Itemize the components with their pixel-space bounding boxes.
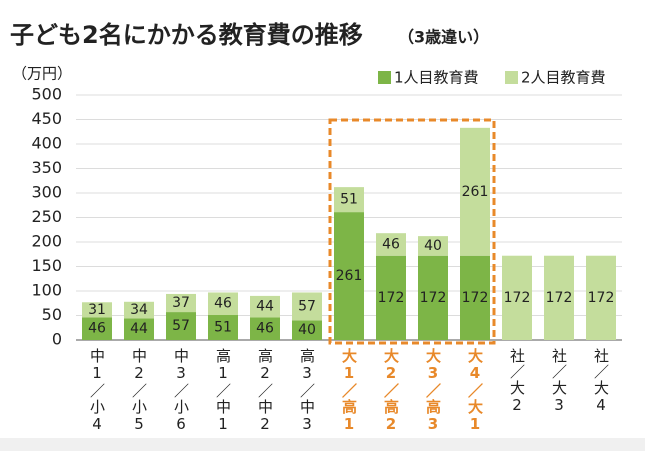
- x-tick-label cat: 高2／中2: [256, 348, 274, 434]
- bar-segment: [334, 212, 364, 340]
- value-label: 261: [336, 268, 363, 284]
- bar-segment: [334, 187, 364, 213]
- x-tick-label cat: 大4／大1: [466, 347, 484, 434]
- x-tick-label cat: 高3／中3: [298, 348, 316, 434]
- value-label: 261: [462, 184, 489, 200]
- chart-subtitle: （3歳違い）: [398, 28, 489, 47]
- bar-segment: [376, 233, 406, 256]
- y-tick-label: 200: [31, 232, 62, 251]
- y-tick-label: 300: [31, 183, 62, 202]
- y-tick-label: 100: [31, 281, 62, 300]
- y-axis-label: （万円）: [12, 65, 72, 83]
- x-tick-label cat: 社／大4: [592, 348, 610, 415]
- bar-segment: [124, 301, 154, 319]
- value-label: 51: [214, 320, 232, 336]
- bar-segment: [208, 292, 238, 316]
- y-tick-label: 350: [31, 158, 62, 177]
- y-tick-label: 250: [31, 207, 62, 226]
- bar-segment: [82, 302, 112, 318]
- value-label: 44: [256, 299, 274, 315]
- legend-label: 2人目教育費: [521, 69, 606, 87]
- bar-segment: [460, 127, 490, 256]
- value-label: 51: [340, 192, 358, 208]
- y-tick-label: 400: [31, 134, 62, 153]
- bar-segment: [292, 292, 322, 321]
- bar-segment: [544, 255, 574, 340]
- bar-segment: [418, 236, 448, 256]
- chart-title: 子ども2名にかかる教育費の推移: [10, 21, 363, 49]
- value-label: 172: [420, 290, 447, 306]
- y-tick-label: 50: [42, 305, 62, 324]
- bar-segment: [250, 317, 280, 340]
- x-tick-label cat: 社／大2: [508, 348, 526, 415]
- x-tick-label cat: 高1／中1: [214, 348, 232, 434]
- bottom-strip: [0, 438, 645, 451]
- value-label: 46: [88, 321, 106, 337]
- value-label: 34: [130, 302, 148, 318]
- value-label: 172: [588, 290, 615, 306]
- value-label: 57: [298, 298, 316, 314]
- x-tick-label cat: 中3／小6: [172, 348, 190, 434]
- bar-segment: [166, 293, 196, 313]
- x-tick-label cat: 大3／高3: [424, 347, 442, 434]
- y-tick-label: 150: [31, 256, 62, 275]
- bar-segment: [82, 317, 112, 340]
- bar-segment: [502, 255, 532, 340]
- value-label: 31: [88, 302, 106, 318]
- value-label: 44: [130, 321, 148, 337]
- value-label: 172: [378, 290, 405, 306]
- x-tick-label cat: 大2／高2: [382, 347, 400, 434]
- value-label: 57: [172, 318, 190, 334]
- y-tick-label: 0: [52, 330, 62, 349]
- x-tick-label cat: 中2／小5: [130, 348, 148, 434]
- legend-swatch: [378, 71, 391, 84]
- y-tick-label: 450: [31, 109, 62, 128]
- bar-segment: [376, 255, 406, 340]
- legend-label: 1人目教育費: [394, 69, 479, 87]
- legend-swatch: [505, 71, 518, 84]
- highlight-box: [328, 118, 496, 345]
- value-label: 46: [382, 236, 400, 252]
- bar-segment: [166, 312, 196, 340]
- bar-segment: [208, 315, 238, 340]
- value-label: 37: [172, 295, 190, 311]
- value-label: 172: [462, 290, 489, 306]
- bar-segment: [124, 318, 154, 340]
- value-label: 172: [504, 290, 531, 306]
- bar-segment: [250, 295, 280, 318]
- value-label: 172: [546, 290, 573, 306]
- bar-segment: [292, 320, 322, 340]
- x-tick-label cat: 中1／小4: [88, 348, 106, 434]
- bar-segment: [586, 255, 616, 340]
- bar-segment: [418, 255, 448, 340]
- value-label: 40: [424, 238, 442, 254]
- value-label: 40: [298, 322, 316, 338]
- value-label: 46: [214, 296, 232, 312]
- bar-segment: [460, 255, 490, 340]
- value-label: 46: [256, 321, 274, 337]
- x-tick-label cat: 大1／高1: [340, 347, 358, 434]
- x-tick-label cat: 社／大3: [550, 348, 568, 415]
- y-tick-label: 500: [31, 85, 62, 104]
